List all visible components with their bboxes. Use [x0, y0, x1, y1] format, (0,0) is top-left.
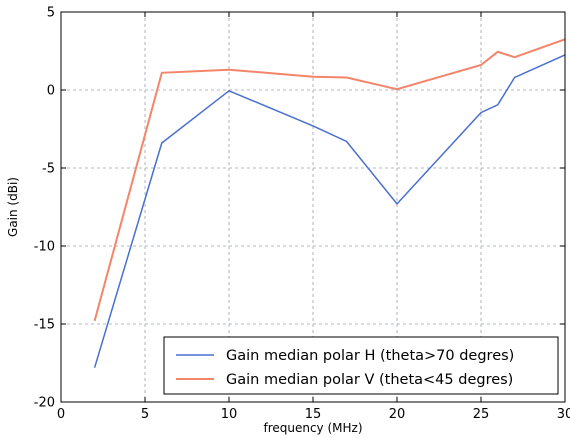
x-tick-label: 25	[473, 407, 490, 422]
y-tick-label: 0	[47, 84, 55, 99]
x-tick-label: 15	[305, 407, 322, 422]
y-tick-label: -20	[34, 396, 55, 411]
legend-label-v: Gain median polar V (theta<45 degres)	[226, 372, 513, 388]
x-tick-label: 20	[389, 407, 406, 422]
tick-labels: 0 5 10 15 20 25 30 5 0 -5 -10 -15 -20	[34, 6, 570, 423]
y-axis-label: Gain (dBi)	[6, 177, 20, 237]
x-tick-label: 0	[57, 407, 65, 422]
y-tick-label: -5	[42, 162, 55, 177]
legend: Gain median polar H (theta>70 degres) Ga…	[163, 336, 559, 395]
series-layer	[93, 38, 566, 368]
x-axis-label: frequency (MHz)	[263, 421, 362, 435]
legend-label-h: Gain median polar H (theta>70 degres)	[226, 348, 514, 364]
legend-box	[163, 336, 559, 395]
x-tick-label: 10	[221, 407, 238, 422]
y-tick-label: -10	[34, 240, 55, 255]
tick-marks	[60, 11, 566, 403]
x-tick-label: 30	[557, 407, 570, 422]
y-tick-label: -15	[34, 318, 55, 333]
x-tick-label: 5	[141, 407, 149, 422]
series-line-v	[93, 38, 566, 322]
y-tick-label: 5	[47, 6, 55, 21]
series-line-h	[93, 54, 566, 368]
